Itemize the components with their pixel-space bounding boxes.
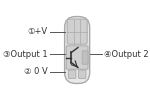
Text: ③Output 1: ③Output 1 (3, 50, 48, 59)
FancyBboxPatch shape (66, 46, 88, 69)
FancyBboxPatch shape (82, 51, 88, 64)
FancyBboxPatch shape (78, 70, 86, 78)
Text: ①+V: ①+V (28, 27, 48, 36)
FancyBboxPatch shape (65, 17, 90, 83)
Text: ② 0 V: ② 0 V (24, 67, 48, 76)
Text: ④Output 2: ④Output 2 (104, 50, 148, 59)
FancyBboxPatch shape (67, 19, 87, 44)
FancyBboxPatch shape (68, 70, 76, 78)
